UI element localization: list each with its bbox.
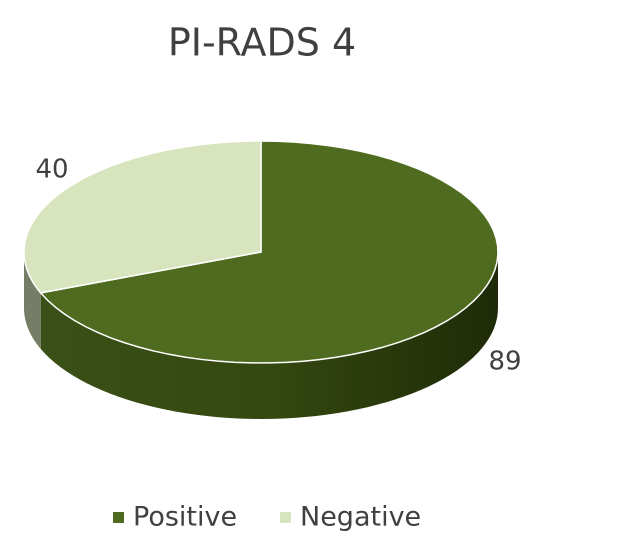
legend-label: Negative	[300, 502, 421, 533]
pie-slice	[23, 140, 262, 294]
chart-title: PI-RADS 4	[168, 21, 356, 65]
legend-marker	[280, 512, 291, 523]
pie-slice	[39, 140, 499, 364]
slice-side	[24, 252, 41, 349]
data-label: 40	[35, 155, 68, 185]
legend-label: Positive	[133, 502, 237, 533]
data-label: 89	[488, 347, 521, 377]
slice-side	[40, 252, 499, 419]
legend-marker	[113, 512, 124, 523]
